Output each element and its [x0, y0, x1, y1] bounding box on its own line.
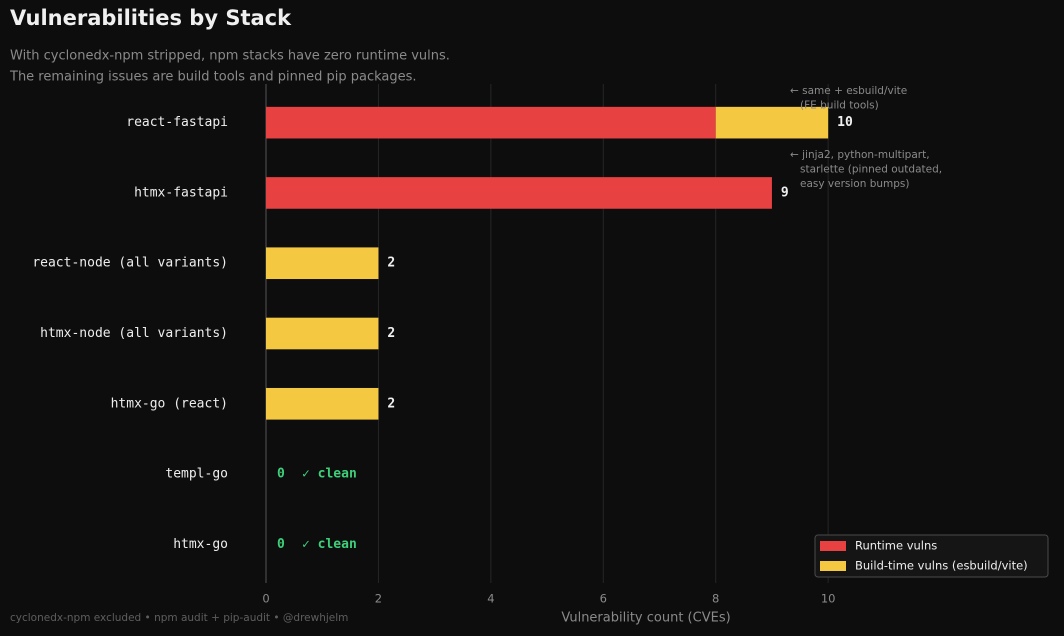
- total-label: 0: [277, 467, 285, 482]
- clean-label: ✓ clean: [302, 467, 357, 482]
- x-tick-label: 2: [375, 592, 382, 606]
- x-tick-label: 6: [600, 592, 607, 606]
- x-tick-label: 4: [487, 592, 494, 606]
- total-label: 0: [277, 537, 285, 552]
- legend-label: Build-time vulns (esbuild/vite): [855, 559, 1028, 573]
- total-label: 2: [387, 326, 395, 341]
- legend-swatch: [820, 561, 846, 571]
- clean-label: ✓ clean: [302, 537, 357, 552]
- y-tick-label: htmx-go: [173, 537, 228, 552]
- y-tick-label: htmx-fastapi: [134, 185, 228, 200]
- x-tick-label: 0: [262, 592, 269, 606]
- annotation: easy version bumps): [790, 178, 910, 190]
- subtitle: With cyclonedx-npm stripped, npm stacks …: [10, 49, 450, 64]
- y-tick-label: htmx-go (react): [111, 396, 228, 411]
- total-label: 10: [837, 115, 853, 130]
- annotation: ← jinja2, python-multipart,: [790, 149, 930, 161]
- bar-segment: [266, 247, 379, 280]
- y-tick-label: templ-go: [165, 467, 228, 482]
- subtitle: The remaining issues are build tools and…: [9, 70, 417, 85]
- x-tick-label: 10: [821, 592, 836, 606]
- legend-swatch: [820, 541, 846, 551]
- legend-box: [814, 534, 1049, 578]
- total-label: 2: [387, 256, 395, 271]
- bar-segment: [266, 177, 772, 209]
- footer: cyclonedx-npm excluded • npm audit + pip…: [10, 612, 348, 624]
- total-label: 9: [781, 185, 789, 200]
- bar-segment: [266, 317, 379, 350]
- total-label: 2: [387, 396, 395, 411]
- bar-segment: [715, 106, 829, 139]
- y-tick-label: htmx-node (all variants): [40, 326, 228, 341]
- annotation: (FE build tools): [790, 100, 879, 112]
- x-tick-label: 8: [712, 592, 719, 606]
- legend-label: Runtime vulns: [855, 539, 937, 553]
- annotation: ← same + esbuild/vite: [790, 85, 907, 97]
- annotation: starlette (pinned outdated,: [790, 164, 942, 176]
- chart-title: Vulnerabilities by Stack: [10, 6, 292, 30]
- x-axis-label: Vulnerability count (CVEs): [561, 611, 730, 626]
- y-tick-label: react-node (all variants): [32, 256, 228, 271]
- y-tick-label: react-fastapi: [126, 115, 228, 130]
- bar-segment: [266, 387, 379, 420]
- bar-segment: [266, 106, 716, 139]
